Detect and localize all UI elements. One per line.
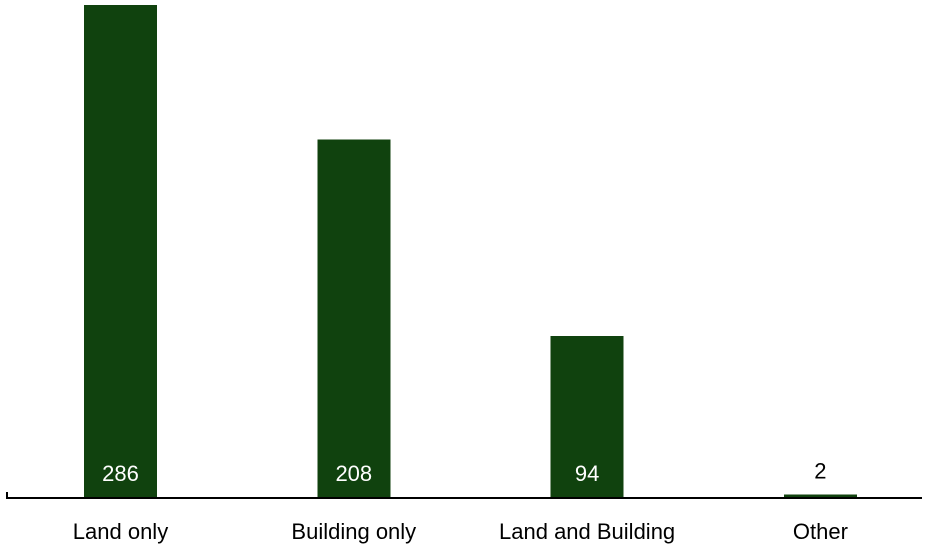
tick-labels-layer: Land only Building only Land and Building O… xyxy=(73,519,848,544)
x-tick-label-building-only: Building only xyxy=(291,519,416,544)
bars-layer xyxy=(84,5,857,498)
value-labels-layer: 286 208 94 2 xyxy=(102,459,826,486)
bar-land-only xyxy=(84,5,157,498)
bar-land-and-building xyxy=(550,336,624,498)
bar-building-only xyxy=(317,139,391,498)
data-label-land-and-building: 94 xyxy=(575,461,599,486)
bar-other xyxy=(783,494,857,498)
x-tick-label-land-only: Land only xyxy=(73,519,168,544)
data-label-building-only: 208 xyxy=(335,461,372,486)
data-label-land-only: 286 xyxy=(102,461,139,486)
x-tick-label-other: Other xyxy=(793,519,848,544)
data-label-other: 2 xyxy=(814,459,826,484)
x-tick-label-land-and-building: Land and Building xyxy=(499,519,675,544)
